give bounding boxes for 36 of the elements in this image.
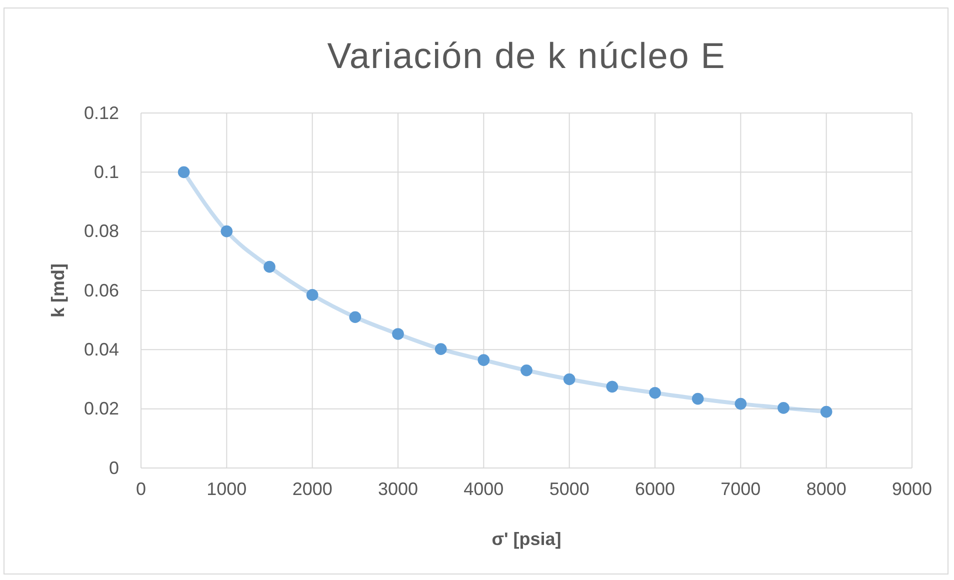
point bbox=[734, 398, 747, 410]
point bbox=[520, 364, 532, 376]
y-tick-label: 0 bbox=[108, 458, 119, 478]
y-tick-label: 0.12 bbox=[84, 102, 119, 123]
x-tick-label: 6000 bbox=[634, 478, 676, 499]
x-tick-label: 1000 bbox=[206, 478, 247, 499]
y-axis-title: k [md] bbox=[48, 264, 68, 318]
point bbox=[178, 166, 190, 178]
point bbox=[563, 373, 576, 386]
x-tick-label: 0 bbox=[136, 478, 146, 499]
point bbox=[349, 311, 362, 324]
point bbox=[649, 386, 661, 399]
point bbox=[306, 289, 318, 301]
point bbox=[820, 406, 832, 418]
point bbox=[778, 402, 790, 414]
y-tick-label: 0.02 bbox=[84, 398, 119, 419]
x-tick-label: 9000 bbox=[892, 478, 932, 499]
point bbox=[220, 225, 233, 238]
point bbox=[264, 260, 276, 273]
x-tick-label: 4000 bbox=[464, 478, 504, 499]
x-tick-label: 2000 bbox=[292, 478, 332, 499]
point bbox=[392, 328, 404, 340]
x-tick-label: 7000 bbox=[720, 478, 761, 499]
point bbox=[606, 380, 618, 393]
x-tick-label: 5000 bbox=[549, 478, 590, 499]
y-tick-label: 0.06 bbox=[84, 280, 119, 300]
x-tick-label: 8000 bbox=[806, 478, 846, 499]
y-tick-label: 0.1 bbox=[94, 162, 119, 182]
point bbox=[692, 392, 704, 405]
x-axis-title: σ' [psia] bbox=[492, 529, 562, 549]
point bbox=[478, 354, 490, 366]
point bbox=[434, 343, 447, 355]
chart-title: Variación de k núcleo E bbox=[327, 35, 726, 76]
y-tick-label: 0.08 bbox=[84, 221, 119, 242]
y-tick-label: 0.04 bbox=[84, 339, 119, 360]
x-tick-label: 3000 bbox=[378, 478, 418, 499]
